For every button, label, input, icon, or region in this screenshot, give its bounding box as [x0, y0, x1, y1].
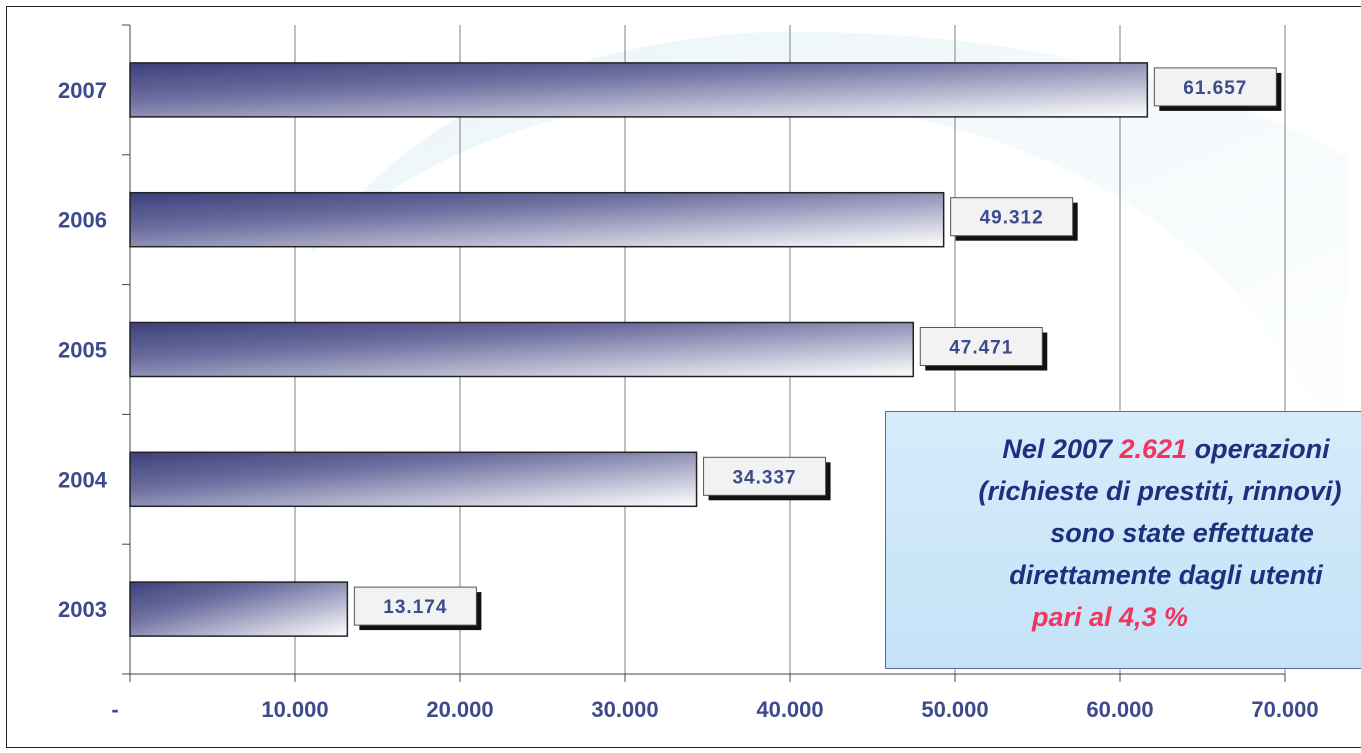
callout-line-1: Nel 2007 2.621 operazioni	[1002, 434, 1330, 464]
x-tick-label: 10.000	[261, 697, 328, 722]
y-tick-label: 2007	[58, 78, 107, 103]
x-tick-label: 60.000	[1086, 697, 1153, 722]
y-tick-label: 2006	[58, 208, 107, 233]
bar-2006	[129, 191, 945, 248]
x-tick-label: 70.000	[1251, 697, 1318, 722]
background-arc	[307, 31, 1347, 477]
callout-line-2: (richieste di prestiti, rinnovi)	[978, 476, 1342, 506]
callout-line-5: pari al 4,3 %	[1031, 602, 1189, 632]
data-label: 34.337	[732, 467, 796, 488]
data-label-box	[703, 456, 827, 496]
callout-line-4: direttamente dagli utenti	[1009, 560, 1323, 590]
data-label: 61.657	[1183, 78, 1247, 99]
x-tick-label: 20.000	[426, 697, 493, 722]
y-tick-label: 2004	[58, 467, 108, 492]
bar-2003	[129, 581, 349, 637]
data-label-box	[1153, 67, 1277, 107]
data-label: 47.471	[949, 338, 1013, 359]
y-tick-label: 2005	[58, 338, 107, 363]
data-label-box	[353, 586, 477, 626]
data-label-box	[950, 197, 1074, 237]
callout-highlight-count: 2.621	[1119, 434, 1188, 464]
bar-chart: - 10.000 20.000 30.000 40.000 50.000 60.000 70.…	[58, 24, 1347, 722]
x-tick-label: 50.000	[921, 697, 988, 722]
data-label-box	[919, 327, 1043, 366]
x-tick-label: 40.000	[756, 697, 823, 722]
callout-box: Nel 2007 2.621 operazioni (richieste di …	[885, 411, 1361, 669]
chart-frame: - 10.000 20.000 30.000 40.000 50.000 60.000 70.…	[6, 6, 1361, 748]
callout-line-3: sono state effettuate	[1050, 518, 1314, 548]
bar-2004	[129, 451, 698, 508]
x-tick-label: -	[111, 697, 118, 722]
data-label: 13.174	[383, 597, 447, 618]
y-tick-label: 2003	[58, 597, 107, 622]
x-tick-label: 30.000	[591, 697, 658, 722]
bar-2005	[129, 321, 915, 378]
data-label: 49.312	[980, 208, 1044, 229]
bar-2007	[129, 62, 1149, 118]
